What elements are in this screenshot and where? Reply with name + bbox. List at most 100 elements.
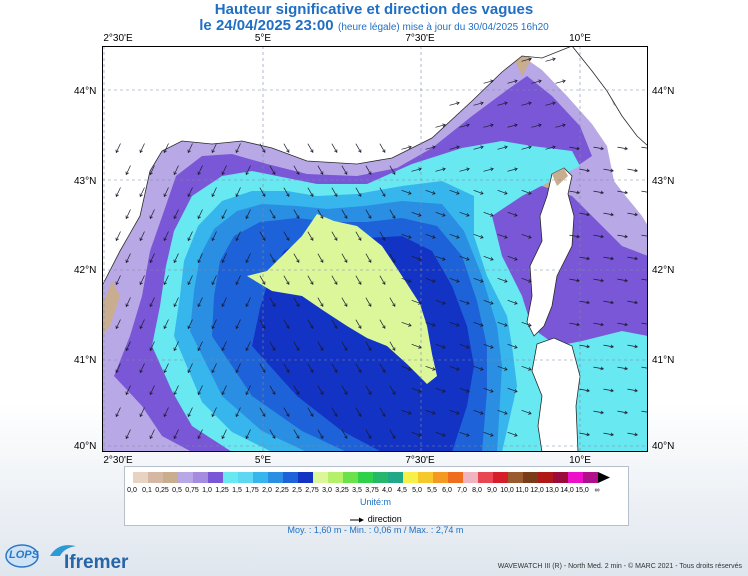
wave-direction-arrow-icon bbox=[521, 321, 532, 327]
lops-logo-text: LOPS bbox=[9, 549, 39, 561]
wave-direction-arrow-icon bbox=[459, 167, 470, 172]
wave-direction-arrow-icon bbox=[521, 365, 532, 371]
wave-direction-arrow-icon bbox=[293, 429, 300, 439]
wave-direction-arrow-icon bbox=[331, 231, 338, 241]
wave-direction-arrow-icon bbox=[163, 407, 169, 418]
wave-direction-arrows bbox=[115, 57, 648, 440]
map-frame bbox=[102, 46, 648, 452]
wave-height-map bbox=[102, 46, 648, 452]
legend-label: 1,75 bbox=[245, 487, 259, 494]
wave-direction-arrow-icon bbox=[259, 275, 266, 285]
wave-direction-arrow-icon bbox=[507, 123, 518, 128]
legend-label: 8,0 bbox=[472, 487, 482, 494]
wave-direction-arrow-icon bbox=[149, 253, 155, 264]
map-title: Hauteur significative et direction des v… bbox=[214, 1, 534, 18]
lon-label-top-1: 2°30'E bbox=[103, 33, 133, 44]
legend-label: 0,1 bbox=[142, 487, 152, 494]
wave-direction-arrow-icon bbox=[459, 343, 470, 349]
wave-direction-arrow-icon bbox=[221, 429, 227, 440]
legend-swatch bbox=[253, 472, 268, 483]
wave-direction-arrow-icon bbox=[187, 143, 193, 154]
wave-direction-arrow-icon bbox=[149, 341, 155, 352]
wave-direction-arrow-icon bbox=[507, 167, 518, 172]
wave-direction-arrow-icon bbox=[173, 341, 179, 352]
wave-direction-arrow-icon bbox=[221, 385, 227, 396]
wave-direction-arrow-icon bbox=[435, 431, 446, 437]
wave-direction-arrow-icon bbox=[235, 407, 241, 418]
wave-direction-arrow-icon bbox=[173, 165, 179, 176]
wave-direction-arrow-icon bbox=[401, 321, 412, 327]
wave-direction-arrow-icon bbox=[401, 145, 412, 150]
wave-direction-arrow-icon bbox=[221, 209, 227, 220]
legend-swatch bbox=[583, 472, 598, 483]
wave-direction-arrow-icon bbox=[187, 319, 193, 330]
wave-direction-arrow-icon bbox=[125, 385, 131, 396]
wave-direction-arrow-icon bbox=[293, 385, 300, 395]
wave-direction-arrow-icon bbox=[211, 143, 217, 154]
wave-direction-arrow-icon bbox=[197, 341, 203, 352]
wave-direction-arrow-icon bbox=[483, 255, 494, 261]
wave-direction-arrow-icon bbox=[269, 165, 276, 175]
wave-direction-arrow-icon bbox=[401, 233, 412, 239]
wave-direction-arrow-icon bbox=[641, 322, 648, 325]
wave-direction-arrow-icon bbox=[603, 212, 614, 217]
wave-direction-arrow-icon bbox=[411, 255, 422, 261]
legend-label: 5,5 bbox=[427, 487, 437, 494]
wave-direction-arrow-icon bbox=[365, 385, 372, 395]
wave-direction-arrow-icon bbox=[163, 187, 169, 198]
legend-swatch bbox=[463, 472, 478, 483]
legend-label: 0,25 bbox=[155, 487, 169, 494]
wave-direction-arrow-icon bbox=[163, 143, 169, 154]
wave-direction-arrow-icon bbox=[221, 165, 227, 176]
wave-direction-arrow-icon bbox=[355, 143, 362, 153]
wave-direction-arrow-icon bbox=[259, 231, 266, 241]
legend-swatch bbox=[448, 472, 463, 483]
wave-direction-arrow-icon bbox=[317, 429, 324, 439]
wave-direction-arrow-icon bbox=[473, 233, 484, 239]
legend-label: 2,25 bbox=[275, 487, 289, 494]
wave-direction-arrow-icon bbox=[641, 366, 648, 369]
legend-swatch bbox=[418, 472, 433, 483]
wave-direction-arrow-icon bbox=[235, 319, 241, 330]
wave-direction-arrow-icon bbox=[531, 79, 542, 84]
wave-direction-arrow-icon bbox=[507, 299, 518, 305]
corsica-island bbox=[526, 167, 575, 337]
legend-swatch bbox=[568, 472, 583, 483]
lat-label-left-1: 44°N bbox=[74, 86, 97, 97]
wave-direction-arrow-icon bbox=[497, 189, 508, 195]
wave-direction-arrow-icon bbox=[603, 432, 614, 437]
stats-line: Moy. : 1,60 m - Min. : 0,06 m / Max. : 2… bbox=[287, 525, 464, 535]
wave-direction-arrow-icon bbox=[507, 255, 518, 261]
ifremer-logo-text: Ifremer bbox=[64, 552, 129, 573]
wave-direction-arrow-icon bbox=[569, 190, 580, 195]
wave-direction-arrow-icon bbox=[307, 319, 314, 329]
legend-label: 0,5 bbox=[172, 487, 182, 494]
wave-direction-arrow-icon bbox=[307, 363, 314, 373]
wave-direction-arrow-icon bbox=[389, 385, 396, 395]
lon-label-top-4: 10°E bbox=[569, 33, 591, 44]
wave-direction-arrow-icon bbox=[483, 167, 494, 172]
wave-direction-arrow-icon bbox=[307, 187, 314, 197]
wave-direction-arrow-icon bbox=[593, 190, 604, 195]
wave-direction-arrow-icon bbox=[425, 189, 436, 195]
wave-direction-arrow-icon bbox=[593, 278, 604, 283]
wave-direction-arrow-icon bbox=[545, 145, 556, 150]
wave-direction-arrow-icon bbox=[341, 209, 348, 219]
wave-direction-arrow-icon bbox=[283, 231, 290, 241]
wave-direction-arrow-icon bbox=[221, 341, 227, 352]
wave-direction-arrow-icon bbox=[307, 407, 314, 417]
wave-direction-arrow-icon bbox=[389, 209, 396, 219]
wave-direction-arrow-icon bbox=[459, 123, 470, 128]
wave-direction-arrow-icon bbox=[197, 429, 203, 440]
wave-direction-arrow-icon bbox=[579, 300, 590, 305]
wave-direction-arrow-icon bbox=[211, 187, 217, 198]
wave-direction-arrow-icon bbox=[507, 387, 518, 393]
wave-direction-arrow-icon bbox=[139, 275, 145, 286]
french-coast bbox=[102, 46, 573, 287]
wave-direction-arrow-icon bbox=[579, 168, 590, 173]
wave-direction-arrow-icon bbox=[545, 57, 556, 62]
wave-direction-arrow-icon bbox=[293, 341, 300, 351]
wave-direction-arrow-icon bbox=[507, 79, 518, 84]
wave-direction-arrow-icon bbox=[221, 253, 227, 264]
wave-direction-arrow-icon bbox=[617, 366, 628, 371]
